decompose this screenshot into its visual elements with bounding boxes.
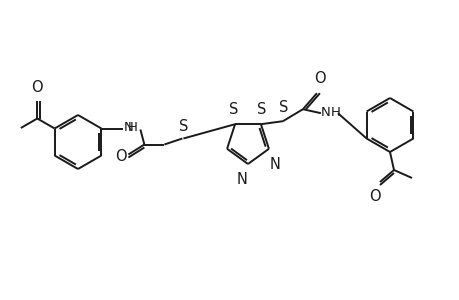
Text: N: N (269, 157, 280, 172)
Text: O: O (115, 149, 127, 164)
Text: H: H (330, 106, 340, 119)
Text: H: H (127, 121, 137, 134)
Text: S: S (229, 102, 238, 117)
Text: O: O (369, 189, 380, 204)
Text: N: N (123, 121, 133, 134)
Text: S: S (178, 118, 188, 134)
Text: N: N (236, 172, 247, 187)
Text: N: N (320, 106, 330, 119)
Text: S: S (279, 100, 288, 115)
Text: O: O (313, 71, 325, 86)
Text: O: O (31, 80, 43, 94)
Text: S: S (257, 102, 266, 117)
